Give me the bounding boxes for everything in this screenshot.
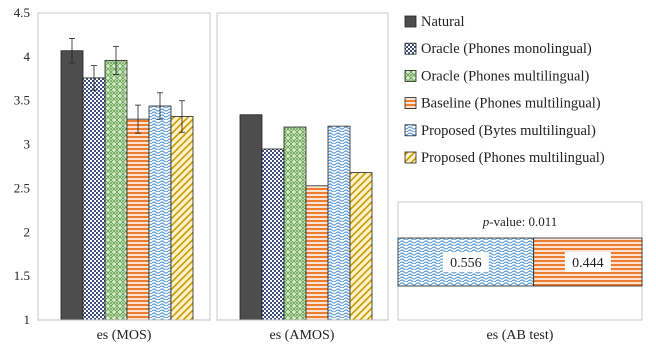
legend-label: Proposed (Bytes multilingual)	[421, 123, 596, 139]
legend-swatch	[404, 97, 417, 109]
chart-panel-1	[37, 12, 211, 321]
legend-swatch	[404, 151, 417, 164]
legend-swatch	[404, 15, 417, 28]
ab-test-panel: p-value: 0.011 0.556 0.444	[397, 201, 643, 321]
ab-data-label-box	[564, 252, 611, 272]
bar	[283, 126, 307, 321]
error-bar	[113, 45, 119, 75]
ab-data-label: 0.444	[572, 256, 604, 271]
ab-data-label: 0.556	[450, 256, 482, 271]
legend-label: Proposed (Phones multilingual)	[421, 150, 605, 166]
bar	[349, 172, 373, 321]
legend-item: Oracle (Phones multilingual)	[404, 68, 589, 84]
y-tick-label: 2	[24, 224, 31, 239]
chart-panels	[37, 12, 389, 321]
bar	[82, 77, 106, 321]
y-tick-label: 4	[24, 49, 31, 64]
y-tick-label: 2.5	[14, 180, 30, 195]
bar	[261, 148, 285, 321]
x-category-label: es (AB test)	[487, 328, 554, 343]
x-category-label: es (AMOS)	[270, 328, 335, 343]
legend-item: Baseline (Phones multilingual)	[404, 96, 601, 112]
ab-data-label-box	[442, 252, 489, 272]
legend-label: Natural	[421, 14, 464, 30]
y-tick-label: 4.5	[14, 5, 30, 20]
error-bar	[135, 104, 141, 134]
error-bar	[69, 38, 75, 64]
chart-panel-2	[216, 12, 389, 321]
error-bar	[179, 100, 185, 133]
legend-item: Natural	[404, 14, 464, 30]
legend-label: Baseline (Phones multilingual)	[421, 96, 601, 112]
y-tick-label: 3	[24, 137, 31, 152]
bar	[60, 50, 84, 321]
bar	[327, 125, 351, 321]
bar	[239, 114, 263, 321]
p-value-annotation: p-value: 0.011	[482, 214, 558, 229]
legend-swatch	[404, 70, 417, 82]
bar	[170, 116, 194, 321]
x-category-label: es (MOS)	[97, 328, 152, 343]
legend-item: Oracle (Phones monolingual)	[404, 41, 592, 57]
y-tick-label: 3.5	[14, 93, 30, 108]
legend-item: Proposed (Phones multilingual)	[404, 150, 605, 166]
bar	[148, 105, 172, 321]
legend-label: Oracle (Phones monolingual)	[421, 41, 592, 57]
bar	[104, 59, 128, 321]
legend-swatch	[404, 124, 417, 137]
y-tick-label: 1	[24, 312, 31, 327]
ab-test-bars: 0.556 0.444	[397, 237, 643, 287]
legend-label: Oracle (Phones multilingual)	[421, 68, 589, 84]
y-axis: 1 1.5 2 2.5 3 3.5 4 4.5	[14, 5, 31, 327]
y-tick-label: 1.5	[14, 268, 30, 283]
bar	[126, 118, 150, 321]
error-bar	[91, 65, 97, 91]
legend-item: Proposed (Bytes multilingual)	[404, 123, 596, 139]
legend-swatch	[404, 42, 417, 55]
x-axis-labels: es (MOS) es (AMOS) es (AB test)	[97, 328, 554, 343]
bar	[305, 185, 329, 321]
error-bar	[157, 92, 163, 120]
legend: Natural Oracle (Phones monolingual) Oracle…	[404, 14, 605, 166]
